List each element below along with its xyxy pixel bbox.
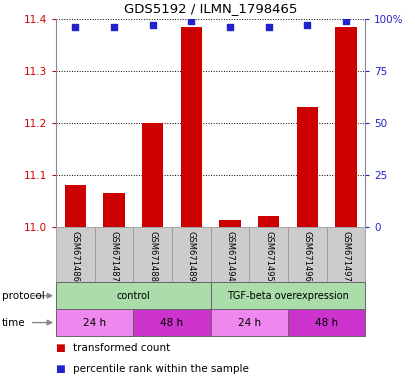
Point (265, 25, 272, 31)
Bar (65, 185, 86, 227)
Point (72, 25, 79, 31)
Text: transformed count: transformed count (73, 343, 170, 353)
Point (188, 18, 195, 24)
Text: protocol: protocol (2, 291, 45, 301)
Text: ■: ■ (56, 343, 69, 353)
Text: GSM671487: GSM671487 (110, 231, 119, 282)
Bar (103, 193, 124, 227)
Point (342, 18, 349, 24)
Text: 48 h: 48 h (161, 318, 183, 328)
Text: TGF-beta overexpression: TGF-beta overexpression (227, 291, 349, 301)
Text: 24 h: 24 h (83, 318, 106, 328)
Point (304, 22, 310, 28)
Point (111, 25, 117, 31)
FancyBboxPatch shape (56, 282, 210, 309)
Text: control: control (117, 291, 150, 301)
Text: GSM671486: GSM671486 (71, 231, 80, 282)
Text: GSM671497: GSM671497 (342, 231, 350, 282)
Text: 48 h: 48 h (315, 318, 338, 328)
FancyBboxPatch shape (56, 227, 95, 282)
Text: ■: ■ (56, 364, 69, 374)
FancyBboxPatch shape (327, 227, 365, 282)
FancyBboxPatch shape (249, 227, 288, 282)
FancyBboxPatch shape (95, 227, 133, 282)
Text: GSM671495: GSM671495 (264, 231, 273, 282)
Bar (297, 108, 318, 227)
Bar (258, 216, 279, 227)
Title: GDS5192 / ILMN_1798465: GDS5192 / ILMN_1798465 (124, 2, 297, 15)
FancyBboxPatch shape (288, 227, 327, 282)
Bar (142, 123, 163, 227)
FancyBboxPatch shape (172, 227, 210, 282)
Bar (335, 27, 356, 227)
Point (149, 22, 156, 28)
FancyBboxPatch shape (133, 227, 172, 282)
FancyBboxPatch shape (210, 309, 288, 336)
Text: 24 h: 24 h (238, 318, 261, 328)
Text: GSM671488: GSM671488 (148, 231, 157, 282)
Text: GSM671489: GSM671489 (187, 231, 196, 282)
Bar (219, 220, 241, 227)
Text: GSM671494: GSM671494 (225, 231, 234, 282)
Text: time: time (2, 318, 26, 328)
FancyBboxPatch shape (133, 309, 210, 336)
FancyBboxPatch shape (56, 309, 133, 336)
Point (227, 25, 233, 31)
FancyBboxPatch shape (288, 309, 365, 336)
FancyBboxPatch shape (210, 227, 249, 282)
Bar (181, 27, 202, 227)
FancyBboxPatch shape (210, 282, 365, 309)
Text: GSM671496: GSM671496 (303, 231, 312, 282)
Text: percentile rank within the sample: percentile rank within the sample (73, 364, 249, 374)
